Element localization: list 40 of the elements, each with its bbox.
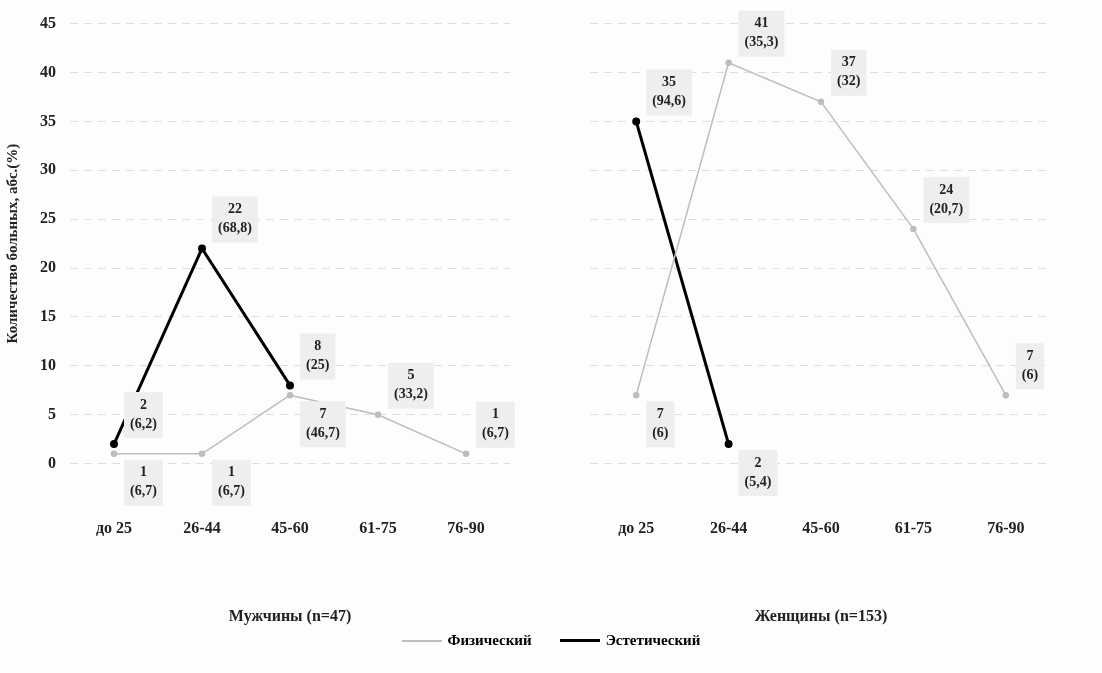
x-tick-label: до 25: [95, 519, 133, 537]
y-tick-label: 0: [48, 453, 56, 471]
y-tick-label: 25: [40, 209, 56, 227]
y-tick-label: 5: [48, 404, 56, 422]
y-tick-label: 15: [40, 307, 56, 325]
x-tick-label: 76-90: [447, 519, 485, 537]
y-tick-label: 40: [40, 62, 56, 80]
data-label: 8 (25): [306, 337, 330, 373]
x-tick-label: 45-60: [271, 519, 309, 537]
x-tick-label: 61-75: [359, 519, 397, 537]
data-label: 24 (20,7): [929, 181, 964, 217]
data-label: 1 (6,7): [482, 406, 510, 442]
data-label: 7 (6): [652, 405, 669, 441]
data-label: 41 (35,3): [744, 15, 779, 51]
data-label: 37 (32): [837, 54, 861, 90]
x-axis-title: Мужчины (n=47): [228, 606, 352, 625]
legend-label: Физический: [447, 632, 532, 649]
data-label: 7 (6): [1021, 347, 1039, 383]
x-tick-label: 45-60: [802, 519, 840, 537]
data-label: 2 (5,4): [744, 454, 772, 490]
x-tick-label: 61-75: [894, 519, 933, 537]
legend-label: Эстетический: [605, 632, 701, 649]
y-tick-label: 30: [40, 160, 56, 178]
data-label: 7 (46,7): [306, 405, 341, 441]
x-tick-label: до 25: [618, 519, 655, 537]
y-axis-title: Количество больных, абс.(%): [3, 143, 21, 344]
y-tick-label: 10: [40, 355, 56, 373]
x-tick-label: 26-44: [183, 519, 221, 537]
data-label: 1 (6,7): [218, 464, 246, 500]
data-label: 35 (94,6): [652, 73, 687, 109]
y-tick-label: 45: [40, 13, 56, 31]
data-label: 2 (6,2): [130, 396, 158, 432]
data-label: 1 (6,7): [130, 464, 158, 500]
x-tick-label: 26-44: [709, 519, 748, 537]
data-label: 5 (33,2): [394, 367, 429, 403]
x-tick-label: 76-90: [987, 519, 1025, 537]
data-label: 22 (68,8): [218, 201, 253, 237]
y-tick-label: 35: [40, 111, 56, 129]
y-tick-label: 20: [40, 258, 56, 276]
x-axis-title: Женщины (n=153): [754, 606, 888, 625]
